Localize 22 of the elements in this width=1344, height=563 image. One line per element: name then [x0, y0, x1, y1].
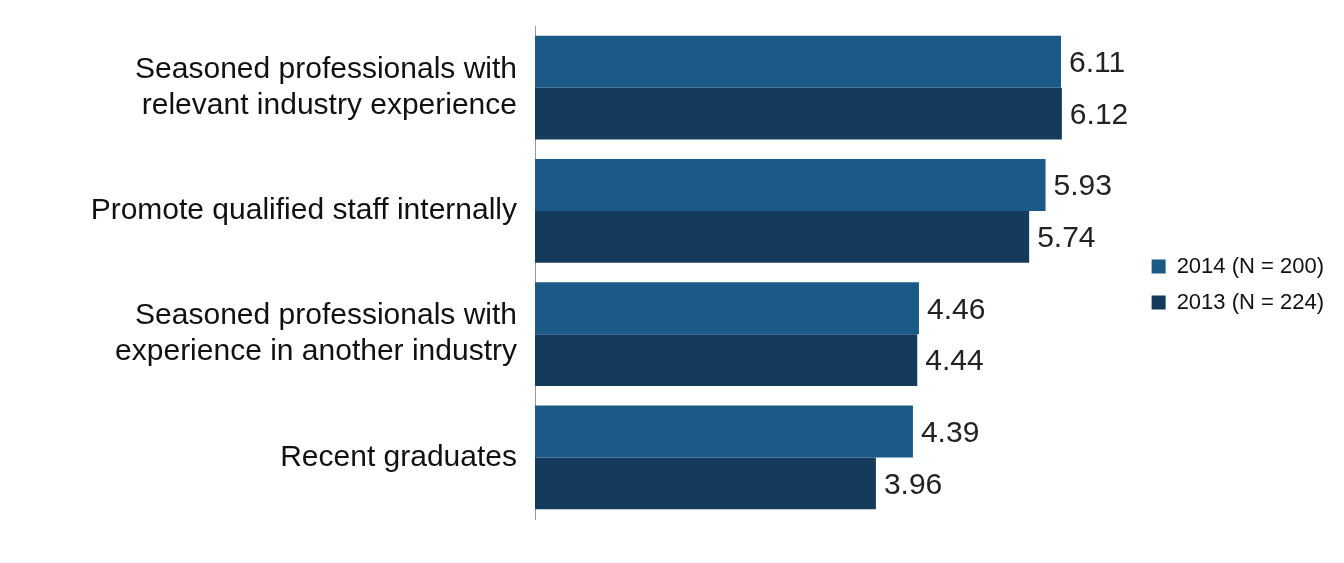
bar: [535, 457, 876, 510]
y-tick-label: Recent graduates: [280, 438, 517, 472]
bar: [535, 87, 1062, 140]
bar: [535, 405, 913, 458]
bar: [535, 210, 1030, 263]
legend-label: 2013 (N = 224): [1176, 288, 1324, 314]
bar: [535, 282, 919, 335]
data-label: 4.39: [920, 414, 980, 448]
data-label: 4.46: [926, 291, 986, 325]
bar: [535, 334, 918, 386]
data-label: 3.96: [883, 466, 943, 500]
bar: [535, 35, 1062, 88]
legend-label: 2014 (N = 200): [1176, 252, 1324, 278]
data-label: 6.11: [1069, 45, 1126, 79]
y-tick-label: Promote qualified staff internally: [90, 192, 517, 226]
data-label: 4.44: [925, 343, 984, 377]
bar: [535, 159, 1046, 211]
data-label: 5.74: [1037, 220, 1096, 254]
data-label: 5.93: [1053, 168, 1112, 202]
y-tick-label: Seasoned professionals with experience in another industry: [115, 297, 517, 367]
y-tick-label: Seasoned professionals with relevant industry experience: [135, 50, 517, 120]
data-label: 6.12: [1069, 96, 1129, 130]
